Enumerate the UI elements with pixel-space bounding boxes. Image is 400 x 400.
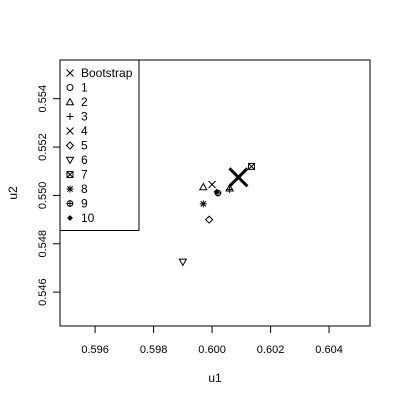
y-tick-label: 0.548 bbox=[37, 230, 49, 258]
point-bootstrap bbox=[228, 167, 249, 188]
legend-label: 6 bbox=[81, 153, 88, 167]
legend-label: 1 bbox=[81, 81, 88, 95]
point-3 bbox=[226, 185, 234, 193]
data-points bbox=[178, 162, 256, 267]
legend-marker-7 bbox=[66, 171, 74, 178]
point-2 bbox=[198, 182, 208, 191]
legend-marker-4 bbox=[66, 127, 74, 135]
point-6 bbox=[178, 258, 188, 267]
x-axis-title: u1 bbox=[208, 371, 222, 385]
legend-marker-9 bbox=[66, 200, 74, 207]
point-7 bbox=[248, 162, 256, 170]
x-tick-label: 0.600 bbox=[198, 344, 226, 356]
y-axis-title: u2 bbox=[6, 186, 20, 200]
legend-label: 8 bbox=[81, 182, 88, 196]
y-tick-label: 0.554 bbox=[37, 85, 49, 113]
x-axis: 0.596 0.598 0.600 0.602 0.604 bbox=[81, 325, 343, 356]
point-10 bbox=[213, 188, 220, 195]
legend-marker-bootstrap bbox=[66, 69, 74, 77]
y-axis: 0.546 0.548 0.550 0.552 0.554 bbox=[37, 85, 61, 306]
legend-label: 5 bbox=[81, 139, 88, 153]
legend-label: 4 bbox=[81, 124, 88, 138]
legend-marker-5 bbox=[65, 141, 75, 150]
legend-marker-6 bbox=[65, 156, 75, 165]
point-4 bbox=[208, 180, 216, 189]
point-8 bbox=[199, 200, 207, 208]
legend-marker-3 bbox=[66, 113, 74, 120]
legend-label: 2 bbox=[81, 95, 88, 109]
legend-label: 7 bbox=[81, 168, 88, 182]
legend-marker-10 bbox=[67, 215, 73, 221]
legend-label: 3 bbox=[81, 110, 88, 124]
y-tick-label: 0.550 bbox=[37, 182, 49, 210]
x-tick-label: 0.596 bbox=[81, 344, 109, 356]
legend-label: 10 bbox=[81, 211, 95, 225]
x-tick-label: 0.602 bbox=[257, 344, 285, 356]
legend-marker-8 bbox=[66, 185, 74, 193]
legend-label: 9 bbox=[81, 197, 88, 211]
legend-label: Bootstrap bbox=[81, 66, 133, 80]
x-tick-label: 0.598 bbox=[140, 344, 168, 356]
legend-marker-2 bbox=[65, 97, 75, 106]
legend-marker-1 bbox=[66, 84, 74, 91]
point-5 bbox=[204, 215, 214, 224]
x-tick-label: 0.604 bbox=[315, 344, 343, 356]
y-tick-label: 0.552 bbox=[37, 133, 49, 161]
y-tick-label: 0.546 bbox=[37, 278, 49, 306]
